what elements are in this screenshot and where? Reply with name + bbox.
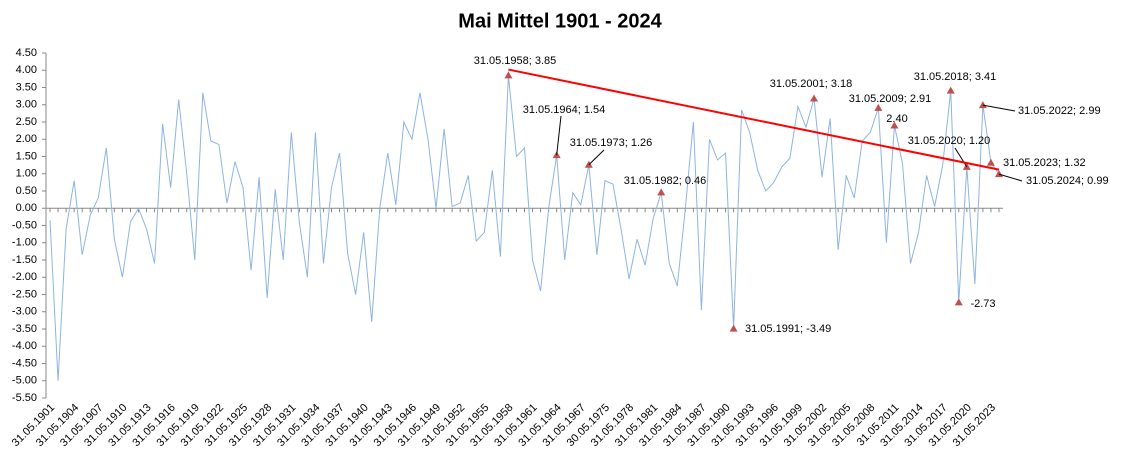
y-tick-label: -3.00 xyxy=(12,306,37,318)
leader-line xyxy=(982,104,1016,112)
y-tick-label: -2.00 xyxy=(12,271,37,283)
data-label: 31.05.2020; 1.20 xyxy=(908,135,991,147)
data-marker xyxy=(954,298,963,306)
trend-line xyxy=(508,68,1000,171)
data-label: 31.05.2001; 3.18 xyxy=(770,78,853,90)
y-tick-label: 4.00 xyxy=(16,64,37,76)
y-tick-label: 1.50 xyxy=(16,150,37,162)
data-marker xyxy=(657,188,666,196)
data-label: 31.05.2018; 3.41 xyxy=(914,71,997,83)
y-tick-label: -5.50 xyxy=(12,392,37,404)
leader-line xyxy=(588,149,605,166)
y-tick-label: 2.00 xyxy=(16,133,37,145)
y-tick-label: -4.00 xyxy=(12,340,37,352)
data-label: 31.05.1973; 1.26 xyxy=(570,137,653,149)
y-tick-label: -5.00 xyxy=(12,375,37,387)
data-label: 31.05.1964; 1.54 xyxy=(523,104,606,116)
leader-line xyxy=(998,173,1023,182)
y-tick-label: -1.50 xyxy=(12,254,37,266)
data-label: -2.73 xyxy=(970,298,995,310)
chart-title: Mai Mittel 1901 - 2024 xyxy=(458,10,662,32)
leader-line xyxy=(556,115,562,156)
data-marker xyxy=(946,86,955,94)
data-label: 2.40 xyxy=(886,113,907,125)
data-label: 31.05.2024; 0.99 xyxy=(1026,175,1109,187)
data-marker xyxy=(504,71,513,79)
data-label: 31.05.1958; 3.85 xyxy=(474,55,557,67)
y-tick-label: -3.50 xyxy=(12,323,37,335)
leader-line xyxy=(954,147,968,168)
data-marker xyxy=(729,324,738,332)
data-label: 31.05.2009; 2.91 xyxy=(849,93,932,105)
y-tick-label: 3.00 xyxy=(16,99,37,111)
y-tick-label: 2.50 xyxy=(16,116,37,128)
data-marker xyxy=(874,103,883,111)
data-marker xyxy=(994,170,1003,178)
y-tick-label: 0.50 xyxy=(16,185,37,197)
y-tick-label: -4.50 xyxy=(12,357,37,369)
y-tick-label: 0.00 xyxy=(16,202,37,214)
y-tick-label: -1.00 xyxy=(12,237,37,249)
data-line xyxy=(49,75,1000,381)
y-tick-label: -2.50 xyxy=(12,288,37,300)
data-marker xyxy=(890,121,899,129)
y-tick-label: 3.50 xyxy=(16,81,37,93)
y-tick-label: 1.00 xyxy=(16,168,37,180)
data-label: 31.05.1991; -3.49 xyxy=(745,323,831,335)
y-tick-label: 4.50 xyxy=(16,47,37,59)
data-marker xyxy=(810,94,819,102)
data-label: 31.05.2023; 1.32 xyxy=(1003,157,1086,169)
data-marker xyxy=(978,101,987,109)
y-tick-label: -0.50 xyxy=(12,219,37,231)
data-marker xyxy=(986,158,995,166)
data-label: 31.05.1982; 0.46 xyxy=(624,175,707,187)
data-label: 31.05.2022; 2.99 xyxy=(1018,105,1101,117)
